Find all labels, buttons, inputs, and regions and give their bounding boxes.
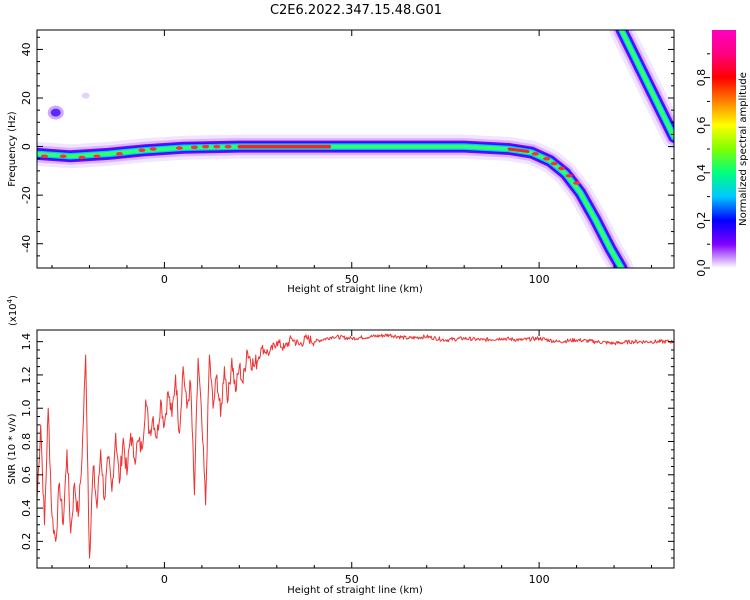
colorbar-gradient	[712, 30, 736, 268]
snr-y-multiplier: (x104)	[6, 295, 19, 326]
y-tick-label: 1.2	[20, 366, 33, 384]
y-tick-label: 0.6	[20, 466, 33, 484]
spectrogram-panel: 0 50 100 -40 -20 0 20 40 Height of straight lin…	[7, 29, 675, 295]
x-tick-label: 50	[345, 273, 359, 286]
blob-core	[50, 108, 61, 117]
y-tick-label: -40	[20, 235, 33, 253]
ridge-peak-dot	[558, 166, 566, 171]
x-tick-label: 100	[529, 573, 550, 586]
ridge-peak-dot	[78, 155, 86, 160]
y-tick-label: 0	[20, 143, 33, 150]
y-tick-label: 40	[20, 42, 33, 56]
ridge-peak-dot	[59, 154, 67, 159]
snr-plot-area	[37, 330, 674, 568]
colorbar-tick-label: 0.6	[695, 116, 708, 134]
x-tick-label: 0	[161, 573, 168, 586]
spectrogram-x-axis-label: Height of straight line (km)	[287, 284, 423, 295]
x-tick-label: 50	[345, 573, 359, 586]
ridge-main-layer-5	[37, 144, 624, 268]
snr-series-line	[37, 333, 674, 559]
ridge-peak-dot	[115, 152, 123, 156]
ridge-peak-dot	[543, 156, 551, 161]
ridge-upper-right-layer-5	[619, 30, 674, 139]
ridge-main-peak-2	[507, 147, 530, 153]
ridge-peak-dot	[190, 145, 198, 150]
colorbar-ticks: 0.0 0.2 0.4 0.6 0.8	[695, 53, 710, 277]
ridge-peak-dot	[224, 144, 232, 149]
ridge-peak-dot	[550, 161, 558, 166]
y-tick-label: -20	[20, 186, 33, 204]
x-tick-label: 0	[161, 273, 168, 286]
ridge-peak-dot	[573, 181, 581, 185]
snr-marks	[37, 333, 674, 559]
spectrogram-ticks: 0 50 100 -40 -20 0 20 40	[20, 30, 674, 286]
y-tick-label: 0.2	[20, 533, 33, 551]
ridge-peak-dot	[531, 152, 539, 156]
snr-x-axis-label: Height of straight line (km)	[287, 585, 423, 596]
colorbar-tick-label: 0.4	[695, 164, 708, 182]
y-tick-label: 1.0	[20, 399, 33, 417]
snr-y-axis-label: SNR (10 * v/v)	[7, 413, 18, 484]
ridge-peak-dot	[40, 154, 48, 159]
colorbar-tick-label: 0.2	[695, 212, 708, 230]
ridge-peak-dot	[213, 144, 221, 149]
y-tick-label: 20	[20, 91, 33, 105]
ridge-peak-dot	[175, 146, 183, 150]
snr-frame	[36, 329, 675, 569]
colorbar-tick-label: 0.8	[695, 69, 708, 87]
colorbar-label: Normalized spectral amplitude	[738, 72, 749, 226]
ridge-peak-dot	[565, 173, 573, 178]
ridge-peak-dot	[93, 154, 101, 159]
spectrogram-y-axis-label: Frequency (Hz)	[7, 111, 18, 187]
ridge-peak-dot	[138, 148, 146, 153]
y-tick-label: 1.4	[20, 333, 33, 351]
colorbar: 0.0 0.2 0.4 0.6 0.8 Normalized spectral ampl…	[695, 30, 749, 277]
snr-panel: 0 50 100 0.2 0.4 0.6 0.8 1.0 1.2 1.4 Height of st…	[6, 295, 675, 596]
colorbar-tick-label: 0.0	[695, 259, 708, 277]
y-tick-label: 0.4	[20, 499, 33, 517]
spectrogram-marks	[37, 30, 674, 268]
ridge-peak-dot	[149, 147, 157, 151]
ridge-peak-dot	[202, 144, 210, 149]
snr-ticks: 0 50 100 0.2 0.4 0.6 0.8 1.0 1.2 1.4	[20, 330, 674, 586]
x-tick-label: 100	[529, 273, 550, 286]
figure-title: C2E6.2022.347.15.48.G01	[270, 3, 442, 18]
blob-halo	[81, 92, 90, 99]
y-tick-label: 0.8	[20, 433, 33, 451]
spectrogram-frame	[36, 29, 675, 269]
